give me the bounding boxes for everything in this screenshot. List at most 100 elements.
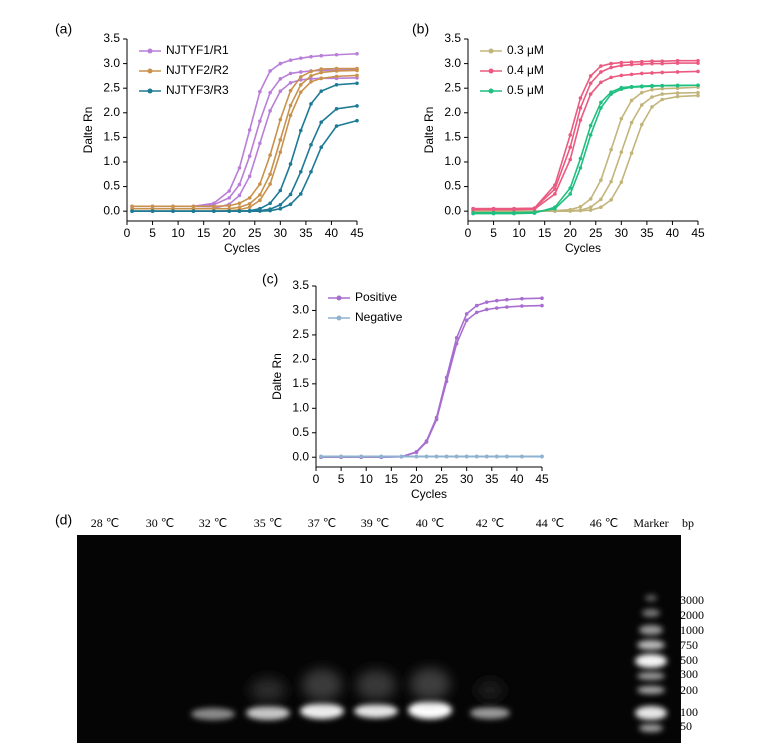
point bbox=[660, 70, 665, 75]
point bbox=[414, 454, 419, 459]
point bbox=[484, 300, 489, 304]
y-tick-label: 3.0 bbox=[292, 303, 309, 317]
point bbox=[532, 210, 537, 214]
point bbox=[191, 206, 196, 211]
point bbox=[675, 91, 680, 95]
marker-size-label: 2000 bbox=[680, 608, 704, 622]
point bbox=[588, 81, 593, 86]
x-tick-label: 45 bbox=[535, 472, 549, 486]
point bbox=[334, 74, 339, 79]
point bbox=[319, 67, 324, 71]
point bbox=[578, 204, 583, 209]
y-tick-label: 3.0 bbox=[444, 56, 461, 70]
legend-marker bbox=[147, 48, 153, 54]
point bbox=[599, 178, 603, 182]
point bbox=[629, 60, 634, 64]
point bbox=[355, 118, 359, 123]
point bbox=[288, 58, 293, 62]
point bbox=[491, 207, 496, 212]
panel-label: (a) bbox=[55, 21, 72, 37]
point bbox=[619, 63, 624, 68]
point bbox=[191, 209, 196, 213]
y-tick-label: 1.5 bbox=[292, 376, 309, 390]
marker-size-label: 50 bbox=[680, 719, 692, 733]
x-tick-label: 20 bbox=[410, 472, 424, 486]
x-tick-label: 40 bbox=[325, 226, 339, 240]
point bbox=[675, 86, 680, 90]
point bbox=[309, 54, 313, 59]
point bbox=[355, 81, 359, 86]
point bbox=[599, 106, 603, 110]
point bbox=[319, 70, 324, 75]
point bbox=[414, 450, 419, 455]
point bbox=[309, 77, 313, 81]
point bbox=[379, 454, 384, 459]
point bbox=[599, 70, 603, 74]
marker-size-label: 1000 bbox=[680, 623, 704, 637]
y-tick-label: 3.5 bbox=[292, 278, 309, 292]
point bbox=[568, 186, 573, 190]
point bbox=[696, 93, 700, 98]
point bbox=[660, 92, 665, 96]
curve bbox=[132, 105, 358, 212]
point bbox=[334, 52, 339, 57]
marker-size-label: 3000 bbox=[680, 593, 704, 607]
point bbox=[588, 208, 593, 212]
lane-label: 30 ℃ bbox=[146, 516, 174, 530]
x-tick-label: 20 bbox=[564, 226, 578, 240]
point bbox=[278, 206, 283, 211]
point bbox=[696, 69, 700, 74]
point bbox=[227, 189, 232, 193]
point bbox=[568, 157, 573, 162]
lane-label: 32 ℃ bbox=[199, 516, 227, 530]
x-tick-label: 45 bbox=[350, 226, 364, 240]
point bbox=[553, 187, 557, 191]
point bbox=[130, 206, 134, 211]
x-tick-label: 45 bbox=[691, 226, 705, 240]
point bbox=[629, 120, 634, 125]
marker-size-label: 100 bbox=[680, 705, 698, 719]
point bbox=[247, 205, 252, 210]
point bbox=[130, 204, 134, 209]
point bbox=[540, 454, 544, 459]
point bbox=[495, 298, 499, 303]
lane-label: Marker bbox=[633, 516, 668, 530]
point bbox=[629, 98, 634, 103]
point bbox=[334, 82, 339, 87]
point bbox=[660, 86, 665, 91]
point bbox=[278, 117, 283, 122]
point bbox=[334, 107, 339, 111]
point bbox=[650, 61, 654, 66]
point bbox=[540, 303, 544, 308]
point bbox=[278, 202, 283, 207]
x-tick-label: 30 bbox=[615, 226, 629, 240]
y-tick-label: 2.5 bbox=[103, 80, 120, 94]
point bbox=[650, 59, 654, 63]
point bbox=[660, 83, 665, 88]
point bbox=[619, 150, 624, 154]
point bbox=[268, 69, 272, 73]
legend-marker bbox=[488, 88, 494, 94]
legend-label: 0.3 μM bbox=[507, 43, 544, 57]
point bbox=[675, 58, 680, 63]
unit-label: bp bbox=[682, 516, 694, 530]
point bbox=[424, 440, 429, 444]
point bbox=[150, 204, 155, 209]
point bbox=[258, 119, 262, 123]
x-tick-label: 15 bbox=[197, 226, 211, 240]
curve bbox=[321, 304, 543, 459]
y-tick-label: 2.5 bbox=[292, 327, 309, 341]
point bbox=[660, 97, 665, 102]
point bbox=[454, 336, 459, 340]
point bbox=[505, 454, 509, 459]
point bbox=[578, 96, 583, 100]
point bbox=[520, 296, 524, 301]
point bbox=[471, 207, 475, 212]
point bbox=[675, 83, 680, 88]
legend-marker bbox=[488, 48, 494, 54]
marker-size-label: 300 bbox=[680, 667, 698, 681]
point bbox=[578, 156, 583, 161]
point bbox=[247, 174, 252, 179]
point bbox=[464, 318, 469, 323]
